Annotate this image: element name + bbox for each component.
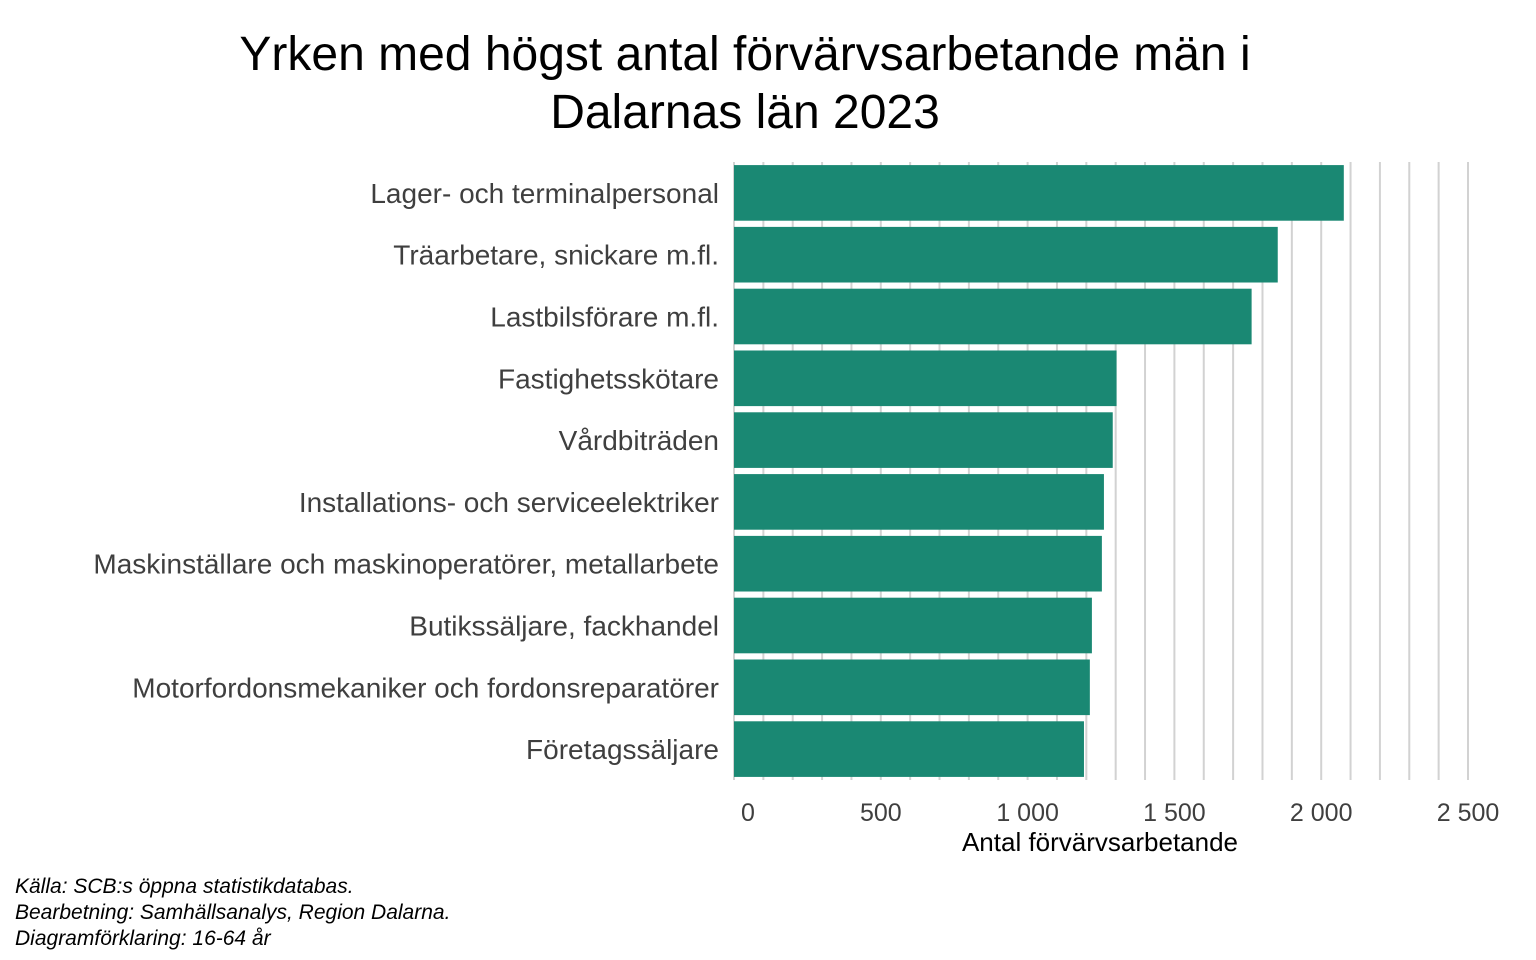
category-label: Lager- och terminalpersonal xyxy=(370,178,719,209)
x-tick-label: 1 500 xyxy=(1143,799,1206,827)
chart-title-line-1: Yrken med högst antal förvärvsarbetande … xyxy=(239,28,1251,81)
category-label: Installations- och serviceelektriker xyxy=(299,487,719,518)
x-axis-title: Antal förvärvsarbetande xyxy=(962,827,1238,857)
bar xyxy=(734,288,1252,345)
category-label: Lastbilsförare m.fl. xyxy=(490,302,719,333)
bar xyxy=(734,165,1344,221)
bar xyxy=(734,412,1113,468)
chart-title: Yrken med högst antal förvärvsarbetande … xyxy=(0,26,1490,142)
bar xyxy=(734,350,1117,407)
category-label: Maskinställare och maskinoperatörer, met… xyxy=(93,549,719,580)
caption-processing: Bearbetning: Samhällsanalys, Region Dala… xyxy=(15,901,451,924)
x-tick-label: 500 xyxy=(860,799,902,827)
category-label: Vårdbiträden xyxy=(559,425,719,456)
category-label: Butikssäljare, fackhandel xyxy=(409,611,719,642)
bar xyxy=(734,226,1278,283)
x-tick-label: 2 500 xyxy=(1437,799,1500,827)
bar xyxy=(734,535,1102,592)
category-label: Fastighetsskötare xyxy=(498,363,719,394)
category-label: Motorfordonsmekaniker och fordonsreparat… xyxy=(132,672,719,703)
category-labels: Lager- och terminalpersonal Träarbetare, … xyxy=(93,178,719,765)
bar xyxy=(734,659,1090,716)
bar xyxy=(734,474,1104,530)
x-axis-ticks: 0 500 1 000 1 500 2 000 2 500 xyxy=(741,799,1499,827)
category-label: Träarbetare, snickare m.fl. xyxy=(393,240,719,271)
x-tick-label: 1 000 xyxy=(996,799,1059,827)
x-tick-label: 2 000 xyxy=(1290,799,1353,827)
caption-explanation: Diagramförklaring: 16-64 år xyxy=(15,927,271,950)
x-tick-label: 0 xyxy=(741,799,755,827)
bar xyxy=(734,721,1084,777)
chart-caption: Källa: SCB:s öppna statistikdatabas. Bea… xyxy=(15,874,450,952)
bar xyxy=(734,597,1092,654)
caption-source: Källa: SCB:s öppna statistikdatabas. xyxy=(15,875,354,898)
bars xyxy=(734,165,1344,777)
chart-title-line-2: Dalarnas län 2023 xyxy=(550,86,940,139)
category-label: Företagssäljare xyxy=(526,734,719,765)
